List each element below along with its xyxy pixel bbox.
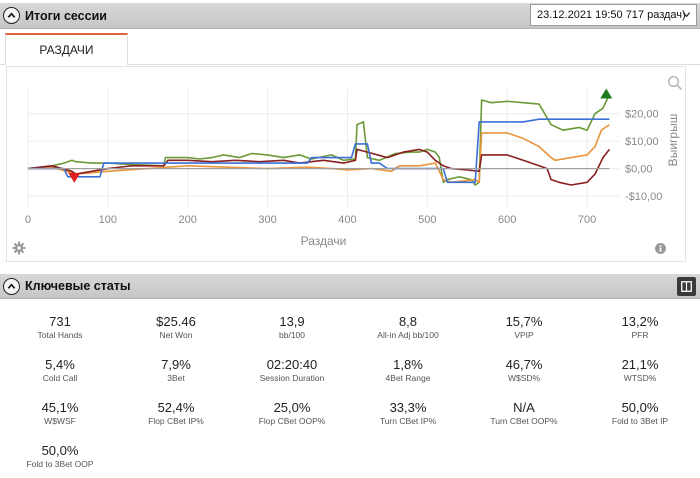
series-line-3 [28,118,610,184]
stat-label: Total Hands [37,330,83,340]
collapse-session-button[interactable] [3,7,20,24]
stat-value: 52,4% [157,400,195,415]
y-axis-label: Выигрыш [666,114,680,167]
session-summary-header: Итоги сессии 23.12.2021 19:50 717 раздач… [0,3,700,29]
y-tick-label: $20,00 [625,109,659,121]
stat-label: Turn CBet IP% [379,416,437,426]
stat-label: Net Won [159,330,193,340]
session-summary-title: Итоги сессии [25,8,107,23]
y-tick-label: -$10,00 [625,191,662,203]
stat-label: All-in Adj bb/100 [377,330,439,340]
columns-icon [681,281,692,292]
stat-cell: 52,4% Flop CBet IP% [118,386,234,429]
drawdown-marker [68,172,81,183]
stat-cell: 13,9 bb/100 [234,300,350,343]
stat-value: 46,7% [505,357,543,372]
x-tick-label: 0 [25,214,31,226]
peak-marker [600,88,613,99]
layout-toggle-button[interactable] [677,277,696,296]
stat-value: 1,8% [393,357,423,372]
winnings-chart-panel: 0 100 200 300 400 500 600 700 -$10,00 $0,00 $10,00… [6,66,686,262]
stat-cell: 21,1% WTSD% [582,343,698,386]
stat-label: Fold to 3Bet IP [611,416,669,426]
stat-label: W$WSF [44,416,76,426]
stat-label: Turn CBet OOP% [490,416,558,426]
stat-label: Session Duration [259,373,325,383]
stat-value: 33,3% [389,400,427,415]
stat-label: W$SD% [507,373,541,383]
key-stats-header: Ключевые статы [0,274,700,299]
stat-cell: 33,3% Turn CBet IP% [350,386,466,429]
stat-cell: 25,0% Flop CBet OOP% [234,386,350,429]
stat-value: 02:20:40 [266,357,318,372]
key-stats-grid: 731 Total Hands $25.46 Net Won 13,9 bb/100 8,8… [0,300,700,472]
stat-label: WTSD% [623,373,657,383]
stat-cell: 15,7% VPIP [466,300,582,343]
stat-value: 50,0% [621,400,659,415]
tab-hands-label: РАЗДАЧИ [39,43,94,57]
stat-label: Flop CBet IP% [148,416,204,426]
key-stats-title: Ключевые статы [25,279,131,293]
stat-cell: 731 Total Hands [2,300,118,343]
chevron-up-icon [7,12,16,18]
info-icon[interactable] [655,243,666,254]
stat-cell: 13,2% PFR [582,300,698,343]
series-line-1 [27,124,610,184]
stat-value: 15,7% [505,314,543,329]
stat-value: 13,2% [621,314,659,329]
stat-label: 4Bet Range [385,373,431,383]
x-tick-label: 300 [258,214,276,226]
stat-cell: 45,1% W$WSF [2,386,118,429]
stat-label: bb/100 [279,330,305,340]
stat-cell: 50,0% Fold to 3Bet OOP [2,429,118,472]
stat-value: 21,1% [621,357,659,372]
stat-cell: N/A Turn CBet OOP% [466,386,582,429]
stat-value: N/A [513,400,535,415]
tab-bar: РАЗДАЧИ [0,33,700,65]
stat-label: Flop CBet OOP% [258,416,326,426]
collapse-stats-button[interactable] [3,277,20,295]
x-tick-label: 200 [179,214,197,226]
stat-cell: 8,8 All-in Adj bb/100 [350,300,466,343]
stat-value: 50,0% [41,443,79,458]
chevron-up-icon [7,282,16,289]
stat-cell: 02:20:40 Session Duration [234,343,350,386]
stat-value: 45,1% [41,400,79,415]
stat-label: PFR [631,330,649,340]
stat-value: 5,4% [45,357,75,372]
x-tick-label: 600 [498,214,516,226]
zoom-icon[interactable] [667,75,683,91]
stat-cell: $25.46 Net Won [118,300,234,343]
x-tick-label: 400 [338,214,356,226]
stat-label: Cold Call [42,373,78,383]
stat-cell: 7,9% 3Bet [118,343,234,386]
gear-icon[interactable] [12,241,26,255]
stat-value: $25.46 [156,314,196,329]
stat-label: Fold to 3Bet OOP [26,459,94,469]
y-tick-label: $10,00 [625,136,659,148]
stat-cell: 5,4% Cold Call [2,343,118,386]
stat-cell: 50,0% Fold to 3Bet IP [582,386,698,429]
x-tick-label: 700 [578,214,596,226]
chevron-down-icon [682,12,691,18]
stat-value: 25,0% [273,400,311,415]
x-axis-label: Раздачи [301,234,347,248]
stat-cell: 46,7% W$SD% [466,343,582,386]
session-select[interactable]: 23.12.2021 19:50 717 раздач) [530,4,697,26]
x-tick-label: 100 [99,214,117,226]
stat-value: 7,9% [161,357,191,372]
stat-label: 3Bet [167,373,185,383]
tab-hands[interactable]: РАЗДАЧИ [5,33,128,65]
y-tick-label: $0,00 [625,164,653,176]
stat-value: 8,8 [398,314,418,329]
stat-value: 731 [49,314,71,329]
stat-label: VPIP [514,330,534,340]
winnings-chart: 0 100 200 300 400 500 600 700 -$10,00 $0,00 $10,00… [25,88,680,248]
x-tick-label: 500 [418,214,436,226]
session-select-value: 23.12.2021 19:50 717 раздач) [537,9,686,21]
stat-cell: 1,8% 4Bet Range [350,343,466,386]
stat-value: 13,9 [279,314,305,329]
